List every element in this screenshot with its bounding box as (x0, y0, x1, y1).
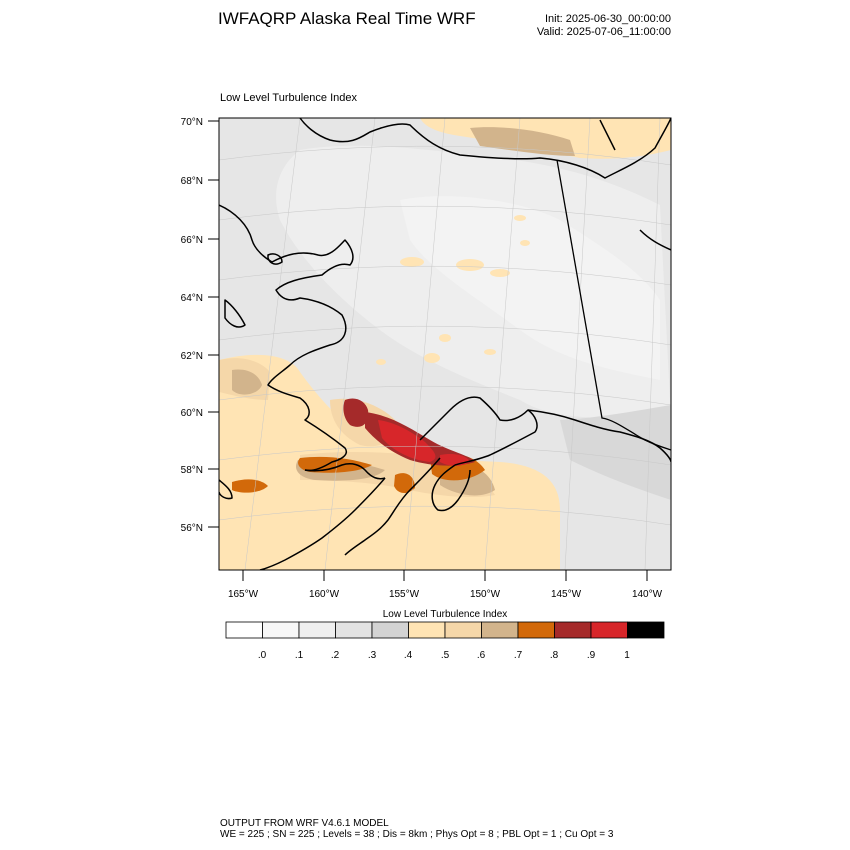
colorbar-label: .1 (294, 650, 304, 661)
orange-patch-sw (232, 479, 268, 493)
colorbar-title: Low Level Turbulence Index (382, 609, 508, 620)
colorbar-box (335, 621, 373, 639)
colorbar-box (408, 621, 446, 639)
lat-label-56: 56°N (181, 523, 203, 534)
model-footer: OUTPUT FROM WRF V4.6.1 MODEL WE = 225 ; … (220, 818, 613, 840)
colorbar-label: .0 (257, 650, 267, 661)
map-plot-area (219, 118, 671, 570)
bering-tan-patch (232, 369, 262, 395)
red-core-main (378, 420, 436, 462)
colorbar-label: .8 (549, 650, 559, 661)
colorbar-box (225, 621, 263, 639)
colorbar-label: 1 (624, 650, 630, 661)
lat-label-68: 68°N (181, 176, 203, 187)
lat-label-58: 58°N (181, 465, 203, 476)
lon-label-160: 160°W (309, 589, 340, 600)
colorbar-label: .6 (476, 650, 486, 661)
colorbar (225, 621, 665, 639)
lat-label-64: 64°N (181, 293, 203, 304)
lat-label-60: 60°N (181, 408, 203, 419)
lon-label-155: 155°W (389, 589, 420, 600)
lat-label-62: 62°N (181, 351, 203, 362)
footer-line-1: OUTPUT FROM WRF V4.6.1 MODEL (220, 818, 389, 829)
arctic-coast-tan (470, 127, 575, 156)
colorbar-box (590, 621, 628, 639)
graticule (219, 118, 671, 570)
colorbar-box (371, 621, 409, 639)
colorbar-box (517, 621, 555, 639)
main-title: IWFAQRP Alaska Real Time WRF (218, 9, 476, 28)
colorbar-box (262, 621, 300, 639)
init-time: Init: 2025-06-30_00:00:00 (545, 13, 671, 25)
lon-label-145: 145°W (551, 589, 582, 600)
lat-label-66: 66°N (181, 235, 203, 246)
mountain-patches (376, 215, 530, 365)
lon-label-140: 140°W (632, 589, 663, 600)
lat-ticks (208, 120, 219, 528)
lon-ticks (242, 570, 648, 581)
orange-patch-peninsula (394, 473, 415, 494)
colorbar-box (554, 621, 592, 639)
valid-time: Valid: 2025-07-06_11:00:00 (536, 26, 671, 38)
colorbar-label: .9 (586, 650, 596, 661)
colorbar-label: .2 (330, 650, 340, 661)
lat-labels: 70°N 68°N 66°N 64°N 62°N 60°N 58°N 56°N (181, 117, 203, 534)
interior-lightest-field (400, 196, 660, 380)
run-info: Init: 2025-06-30_00:00:00 Valid: 2025-07… (537, 13, 671, 39)
lon-label-150: 150°W (470, 589, 501, 600)
lat-label-70: 70°N (181, 117, 203, 128)
colorbar-box (444, 621, 482, 639)
map-frame (218, 117, 672, 571)
us-canada-border (556, 159, 671, 451)
colorbar-label: .3 (367, 650, 377, 661)
colorbar-label: .7 (513, 650, 523, 661)
colorbar-box (298, 621, 336, 639)
colorbar-box (481, 621, 519, 639)
colorbar-label: .5 (440, 650, 450, 661)
colorbar-box (627, 621, 665, 639)
coastlines (219, 118, 671, 570)
lon-labels: 165°W 160°W 155°W 150°W 145°W 140°W (228, 589, 663, 600)
lon-label-165: 165°W (228, 589, 259, 600)
colorbar-label: .4 (403, 650, 413, 661)
footer-line-2: WE = 225 ; SN = 225 ; Levels = 38 ; Dis … (220, 829, 614, 840)
panel-title: Low Level Turbulence Index (220, 92, 357, 104)
brown-core-north (343, 398, 369, 427)
darker-field-yukon (560, 405, 671, 500)
